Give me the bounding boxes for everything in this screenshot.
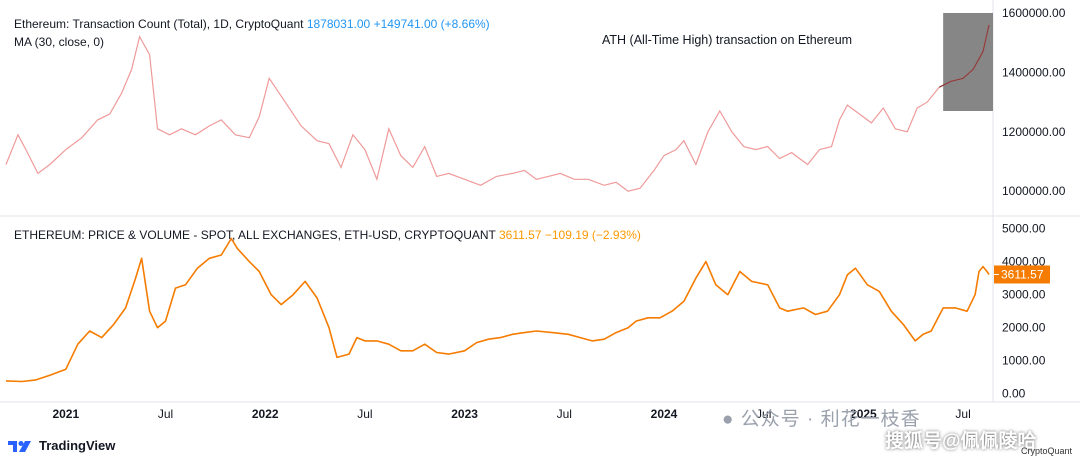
bottom-last-value: 3611.57 [499,228,542,242]
bottom-legend: ETHEREUM: PRICE & VOLUME - SPOT, ALL EXC… [14,228,641,242]
wechat-icon: ● [722,409,735,430]
x-tick-label: Jul [955,407,970,421]
x-tick-label: 2023 [451,407,478,421]
indicator-label: MA (30, close, 0) [14,35,105,49]
x-tick-label: Jul [357,407,372,421]
x-tick-label: 2022 [252,407,279,421]
watermark-sohu: 搜狐号@佩佩陵哈 [885,431,1037,452]
bottom-y-tick-label: 2000.00 [1002,321,1046,335]
x-tick-label: Jul [756,407,771,421]
cryptoquant-logo: CryptoQuant [1020,446,1072,456]
top-y-tick-label: 1600000.00 [1002,6,1066,20]
last-price-badge [994,265,1050,284]
bottom-y-tick-label: 5000.00 [1002,222,1046,236]
tradingview-label: TradingView [39,438,116,453]
watermark-wechat-text: 公众号 · 利花一枝香 [740,409,921,430]
bottom-y-tick-label: 1000.00 [1002,354,1046,368]
bottom-y-tick-label: 3000.00 [1002,288,1046,302]
ath-highlight-box [943,12,993,111]
top-change: +149741.00 (+8.66%) [373,17,490,31]
bottom-y-tick-label: 0.00 [1002,387,1026,401]
top-last-value: 1878031.00 [306,17,371,31]
tradingview-logo[interactable]: TradingView [8,438,115,453]
transaction-count-line-highlight [938,24,990,88]
x-tick-label: 2021 [52,407,79,421]
bottom-chart-title: ETHEREUM: PRICE & VOLUME - SPOT, ALL EXC… [14,228,496,242]
x-tick-label: Jul [158,407,173,421]
top-legend: Ethereum: Transaction Count (Total), 1D,… [14,17,490,31]
bottom-y-tick-label: 4000.00 [1002,255,1046,269]
watermark-wechat: ● 公众号 · 利花一枝香 [722,404,921,431]
x-tick-label: 2025 [850,407,877,421]
top-y-tick-label: 1200000.00 [1002,125,1066,139]
x-tick-label: Jul [557,407,572,421]
top-y-tick-label: 1000000.00 [1002,184,1066,198]
top-y-tick-label: 1400000.00 [1002,65,1066,79]
transaction-count-line [5,24,990,192]
top-chart-title: Ethereum: Transaction Count (Total), 1D,… [14,17,304,31]
bottom-change: −109.19 (−2.93%) [544,228,641,242]
ath-annotation: ATH (All-Time High) transaction on Ether… [602,33,853,47]
tradingview-icon [8,440,31,452]
last-price-label: 3611.57 [1001,267,1044,281]
eth-price-line [5,237,990,383]
indicator-legend: MA (30, close, 0) [14,35,104,49]
x-tick-label: 2024 [651,407,678,421]
